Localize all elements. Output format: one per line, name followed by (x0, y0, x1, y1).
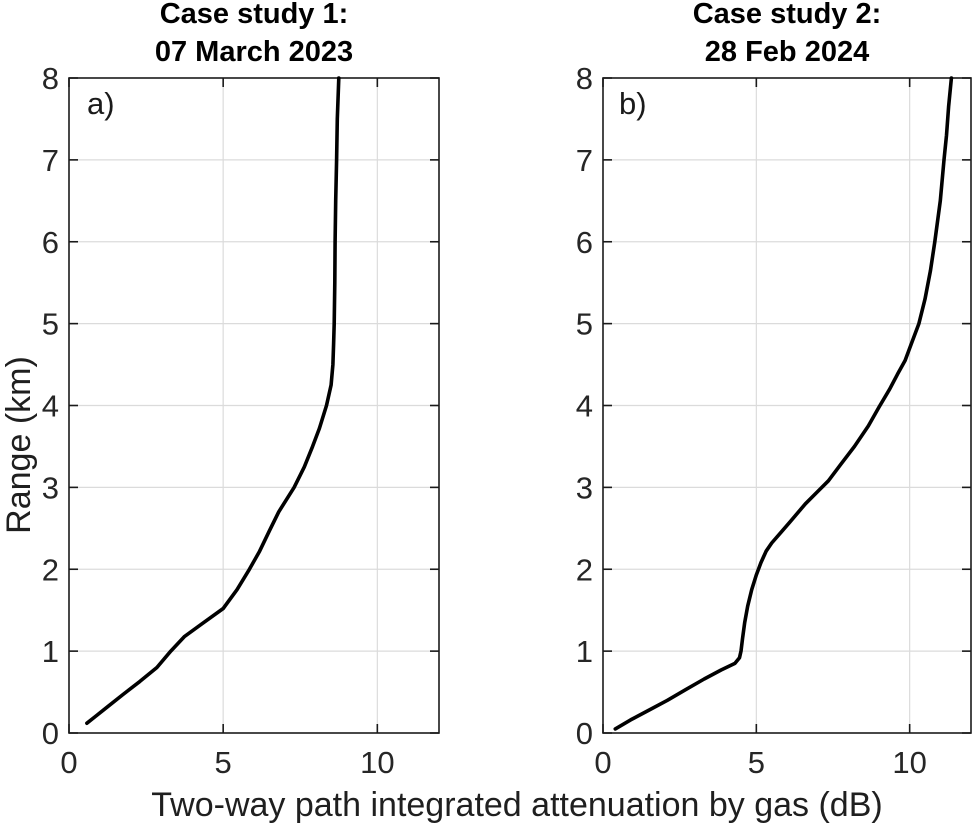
y-tick-label: 2 (576, 552, 593, 587)
x-tick-label: 0 (60, 745, 77, 780)
y-tick-label: 6 (576, 225, 593, 260)
y-tick-label: 3 (42, 470, 59, 505)
plot-b-title: Case study 2: 28 Feb 2024 (607, 0, 967, 71)
y-tick-label: 5 (576, 307, 593, 342)
plot-b-title-line2: 28 Feb 2024 (704, 36, 870, 68)
x-tick-label: 5 (215, 745, 232, 780)
plot-a-title: Case study 1: 07 March 2023 (74, 0, 434, 71)
y-tick-label: 4 (42, 389, 59, 424)
x-tick-label: 0 (594, 745, 611, 780)
x-axis-label: Two-way path integrated attenuation by g… (151, 786, 883, 824)
y-tick-label: 7 (42, 143, 59, 178)
plot-a-title-line2: 07 March 2023 (154, 36, 354, 68)
x-tick-label: 5 (748, 745, 765, 780)
plot-a-title-line1: Case study 1: (159, 0, 349, 30)
y-tick-label: 4 (576, 389, 593, 424)
y-axis-label: Range (km) (0, 356, 38, 534)
y-tick-label: 8 (576, 61, 593, 96)
y-tick-label: 0 (42, 716, 59, 751)
panel-label-b: b) (619, 86, 647, 121)
y-tick-label: 2 (42, 552, 59, 587)
x-tick-label: 10 (360, 745, 394, 780)
y-tick-label: 5 (42, 307, 59, 342)
attenuation-curve (85, 76, 341, 726)
plot-b-title-line1: Case study 2: (692, 0, 882, 30)
panel-label-a: a) (87, 86, 115, 121)
y-tick-label: 7 (576, 143, 593, 178)
y-tick-label: 1 (42, 634, 59, 669)
y-tick-label: 6 (42, 225, 59, 260)
x-tick-label: 10 (892, 745, 926, 780)
y-tick-label: 3 (576, 470, 593, 505)
y-tick-label: 0 (576, 716, 593, 751)
attenuation-curve (613, 76, 954, 731)
y-tick-label: 1 (576, 634, 593, 669)
y-tick-label: 8 (42, 61, 59, 96)
